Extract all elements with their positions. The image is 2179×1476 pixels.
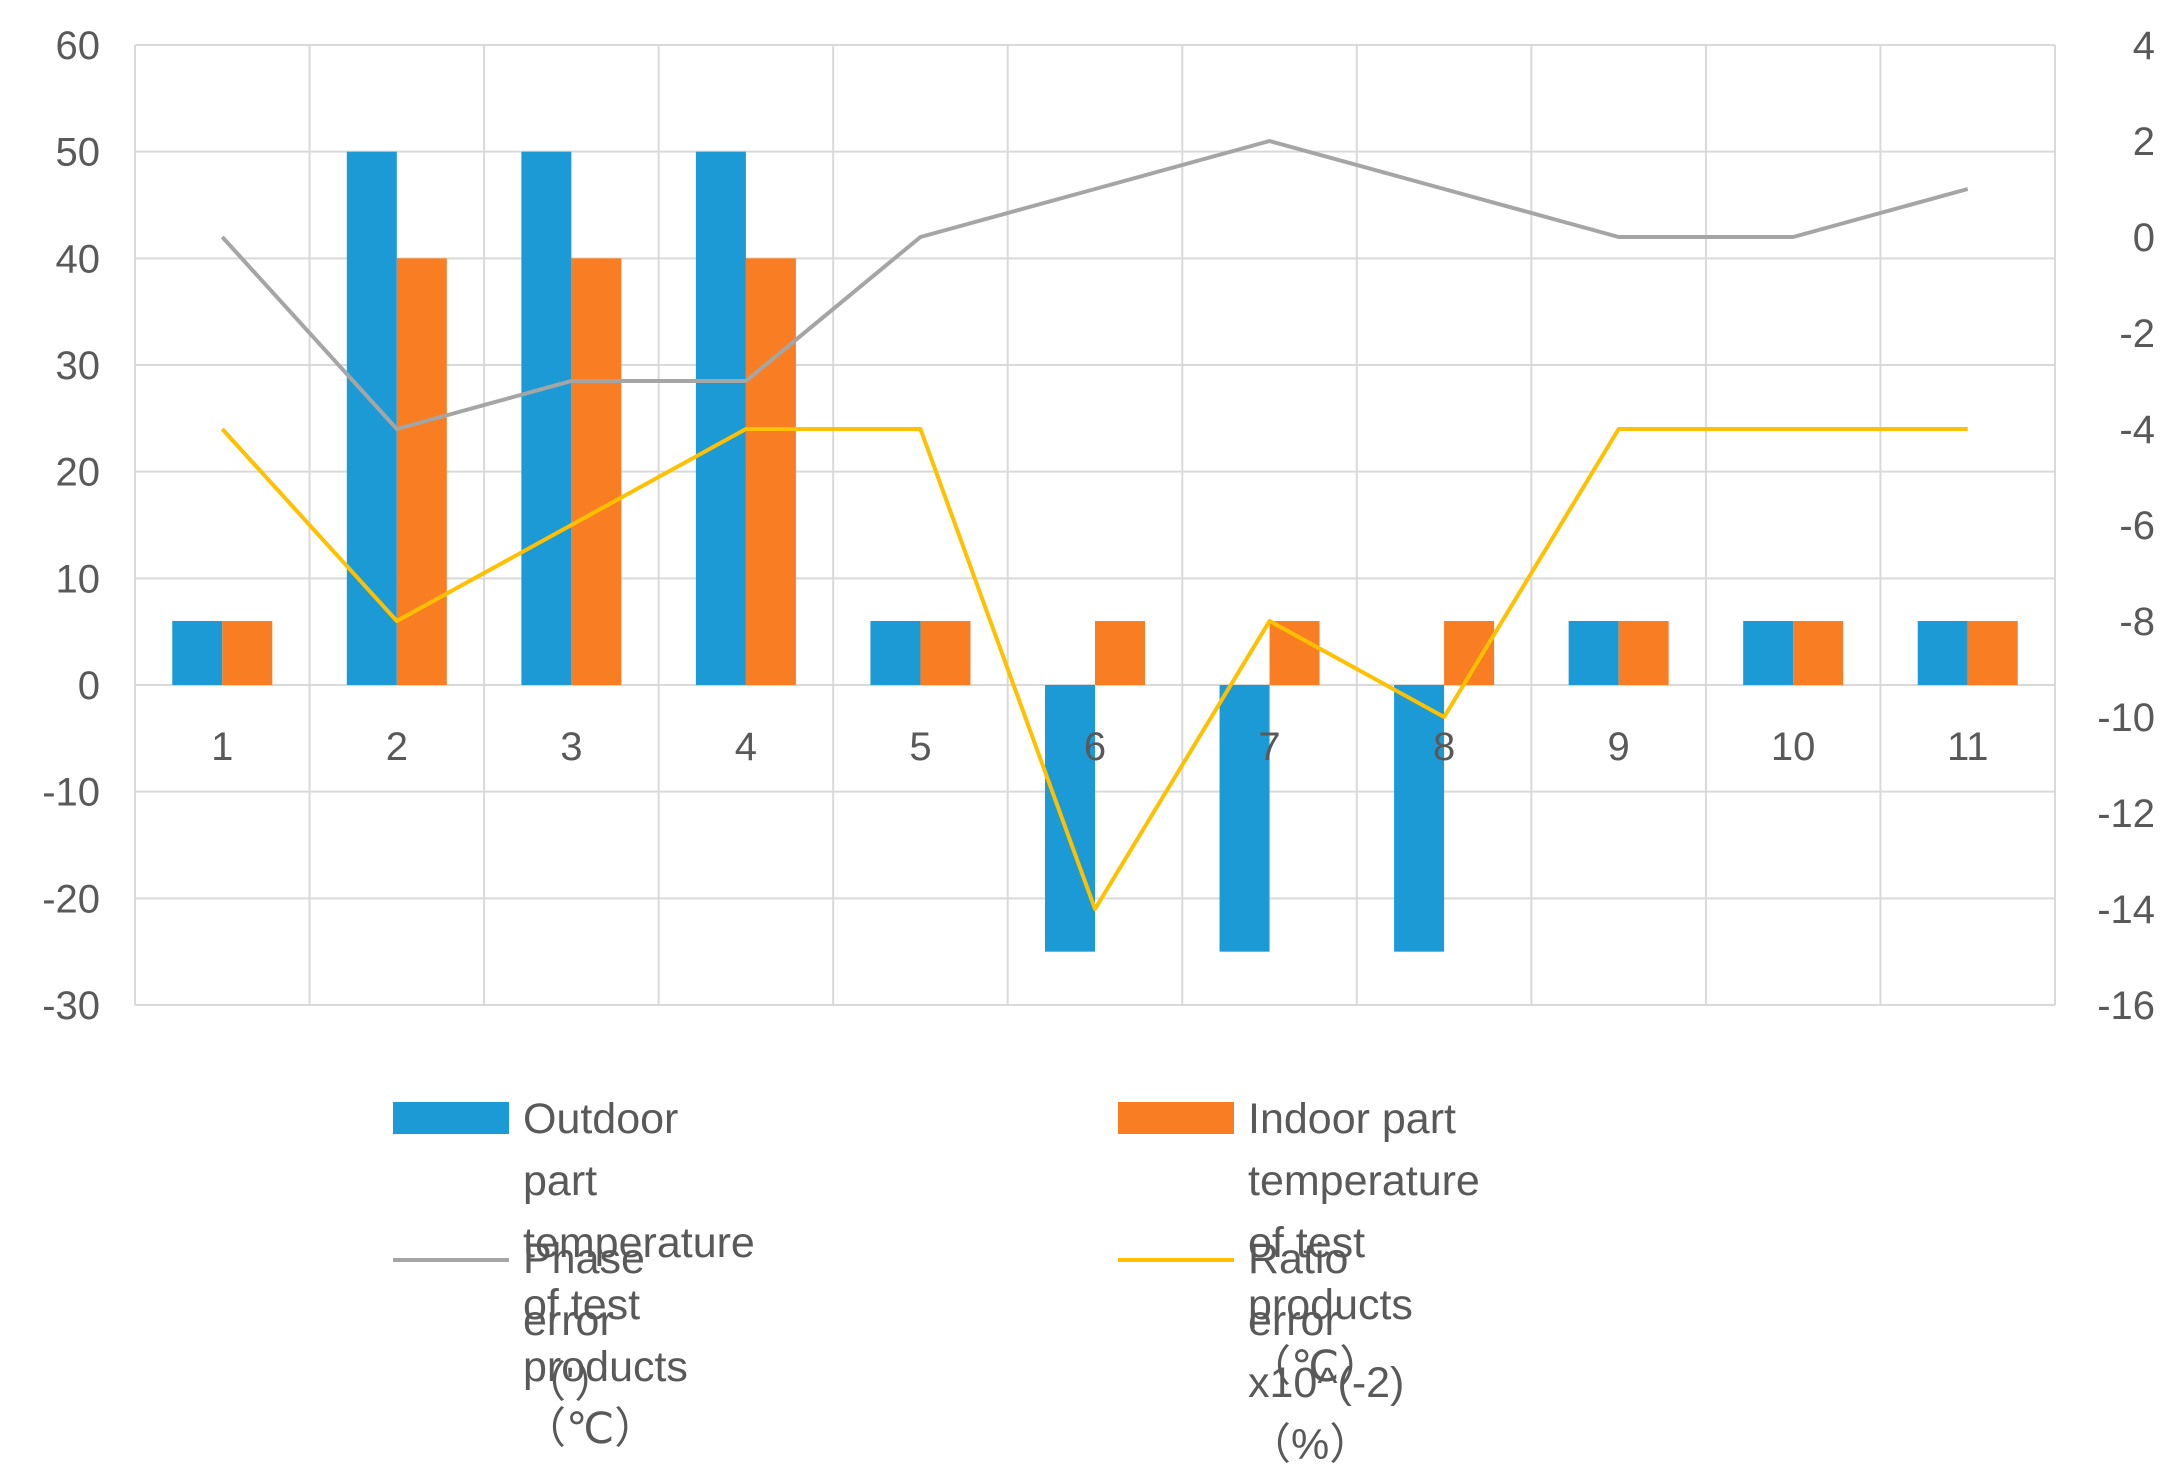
category-label: 7	[1258, 725, 1280, 769]
left-tick-label: 10	[56, 557, 101, 601]
bar-indoor-9	[1618, 621, 1669, 685]
category-label: 6	[1084, 725, 1106, 769]
bar-outdoor-1	[172, 621, 223, 685]
right-tick-label: -4	[2119, 408, 2155, 452]
bar-outdoor-4	[695, 151, 746, 685]
category-label: 8	[1433, 725, 1455, 769]
bar-indoor-7	[1269, 621, 1320, 685]
category-label: 9	[1608, 725, 1630, 769]
line-series	[220, 139, 1969, 911]
category-label: 5	[909, 725, 931, 769]
bar-outdoor-3	[521, 151, 572, 685]
bar-indoor-4	[745, 258, 796, 685]
bar-series	[172, 151, 2018, 952]
right-tick-label: -6	[2119, 504, 2155, 548]
bar-indoor-3	[571, 258, 622, 685]
right-tick-label: -10	[2097, 696, 2155, 740]
left-tick-label: 30	[56, 344, 101, 388]
category-label: 11	[1947, 725, 1989, 769]
bar-indoor-1	[222, 621, 273, 685]
bar-outdoor-5	[870, 621, 921, 685]
right-tick-label: 4	[2133, 24, 2155, 68]
category-label: 10	[1771, 725, 1816, 769]
left-tick-label: 0	[78, 664, 100, 708]
category-label: 4	[735, 725, 757, 769]
bar-outdoor-11	[1917, 621, 1968, 685]
right-tick-label: -16	[2097, 984, 2155, 1028]
legend-label-phase-error: Phase error（'）	[523, 1235, 645, 1407]
legend-item-phase-error: Phase error（'）	[393, 1228, 645, 1414]
legend-swatch-indoor	[1118, 1102, 1234, 1134]
gridlines	[134, 44, 2056, 1006]
bar-outdoor-6	[1045, 685, 1095, 952]
category-label: 3	[560, 725, 582, 769]
right-tick-label: -8	[2119, 600, 2155, 644]
left-tick-label: -10	[42, 771, 100, 815]
right-tick-label: 0	[2133, 216, 2155, 260]
category-label: 1	[211, 725, 233, 769]
bar-indoor-11	[1967, 621, 2018, 685]
bar-outdoor-9	[1568, 621, 1619, 685]
bar-indoor-2	[396, 258, 447, 685]
line-phase-error	[220, 139, 1969, 431]
legend-label-ratio-error: Ratio error x10^(-2)（%）	[1248, 1235, 1405, 1469]
right-tick-label: 2	[2133, 120, 2155, 164]
legend-item-ratio-error: Ratio error x10^(-2)（%）	[1118, 1228, 1404, 1476]
line-ratio-error	[220, 427, 1968, 911]
bar-indoor-6	[1095, 621, 1145, 685]
bar-outdoor-8	[1394, 685, 1445, 952]
category-label: 2	[386, 725, 408, 769]
right-axis-ticks: -16 -14 -12 -10 -8 -6 -4 -2 0 2 4	[2097, 24, 2155, 1028]
legend-swatch-ratio-error	[1118, 1258, 1234, 1262]
bar-outdoor-7	[1219, 685, 1270, 952]
right-tick-label: -12	[2097, 792, 2155, 836]
left-tick-label: 60	[56, 24, 101, 68]
left-tick-label: -30	[42, 984, 100, 1028]
left-tick-label: 40	[56, 237, 101, 281]
legend-swatch-phase-error	[393, 1258, 509, 1262]
category-labels: 1 2 3 4 5 6 7 8 9 10 11	[211, 725, 1988, 769]
left-tick-label: 20	[56, 451, 101, 495]
right-tick-label: -14	[2097, 888, 2155, 932]
left-tick-label: 50	[56, 131, 101, 175]
bar-indoor-10	[1793, 621, 1844, 685]
left-tick-label: -20	[42, 877, 100, 921]
bar-indoor-5	[920, 621, 971, 685]
right-tick-label: -2	[2119, 312, 2155, 356]
legend-swatch-outdoor	[393, 1102, 509, 1134]
left-axis-ticks: -30 -20 -10 0 10 20 30 40 50 60	[42, 24, 100, 1028]
bar-outdoor-10	[1743, 621, 1794, 685]
